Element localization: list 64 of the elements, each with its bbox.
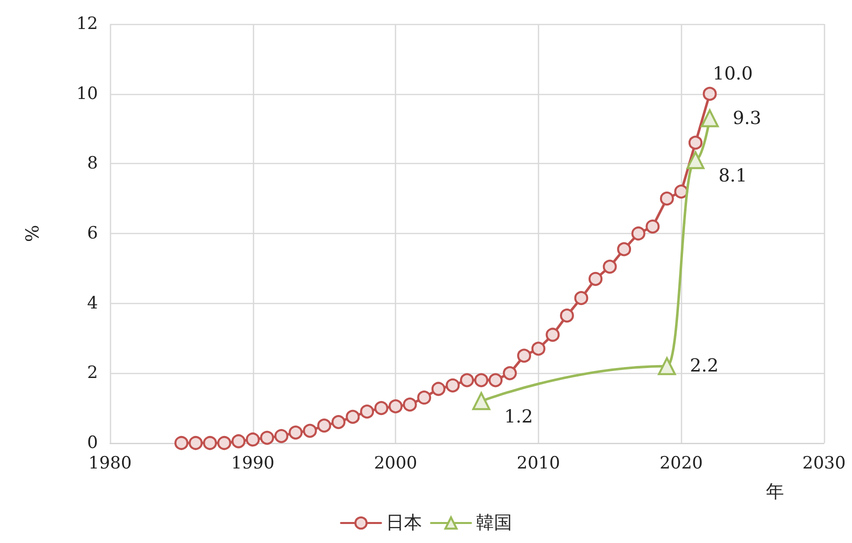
y-axis-title: %: [22, 224, 44, 242]
point: [531, 342, 546, 356]
point: [346, 410, 360, 424]
point: [274, 429, 288, 444]
y-tick-label: 10: [76, 84, 98, 104]
data-label: 2.2: [690, 356, 719, 377]
point: [574, 291, 588, 306]
point: [374, 401, 388, 416]
point: [686, 151, 704, 170]
point: [602, 260, 617, 274]
x-tick-label: 2020: [660, 454, 703, 474]
point: [446, 378, 460, 392]
x-tick-label: 1990: [231, 454, 274, 474]
point: [674, 184, 688, 199]
point: [431, 382, 446, 396]
point: [174, 436, 188, 450]
data-label: 9.3: [732, 108, 762, 129]
point: [488, 373, 503, 388]
point: [388, 399, 403, 414]
point: [288, 426, 303, 440]
legend-label: 韓国: [476, 512, 512, 534]
x-tick-label: 2010: [516, 454, 560, 474]
point: [700, 109, 719, 128]
y-tick-label: 2: [87, 363, 98, 384]
legend-label: 日本: [386, 512, 422, 534]
y-tick-label: 8: [87, 154, 98, 174]
point: [202, 436, 217, 450]
point: [658, 357, 676, 376]
x-tick-label: 2030: [802, 454, 846, 474]
point: [688, 136, 702, 150]
point: [631, 226, 646, 240]
y-tick-label: 6: [87, 224, 98, 244]
point: [660, 192, 674, 206]
point: [417, 390, 432, 405]
point: [646, 220, 660, 234]
y-tick-label: 12: [76, 14, 98, 34]
point: [588, 272, 603, 286]
point: [217, 436, 232, 450]
point: [517, 348, 532, 363]
point: [302, 424, 317, 438]
point: [702, 86, 717, 101]
point: [331, 415, 346, 430]
point: [232, 434, 246, 448]
point: [246, 432, 260, 447]
x-tick-label: 1980: [88, 454, 132, 474]
point: [402, 398, 417, 412]
y-tick-label: 4: [87, 293, 98, 314]
data-label: 8.1: [718, 166, 748, 187]
point: [546, 328, 560, 342]
point: [472, 392, 490, 410]
y-tick-label: 0: [87, 433, 98, 453]
point: [188, 436, 203, 450]
data-label: 1.2: [504, 406, 533, 428]
point: [360, 404, 374, 419]
point: [260, 430, 274, 445]
point: [560, 308, 574, 323]
point: [460, 373, 474, 388]
point: [617, 242, 632, 256]
x-tick-label: 2000: [374, 454, 418, 474]
point: [317, 418, 332, 433]
point: [502, 366, 517, 380]
data-label: 10.0: [712, 63, 753, 84]
x-axis-title: 年: [766, 482, 784, 502]
point: [474, 373, 488, 388]
